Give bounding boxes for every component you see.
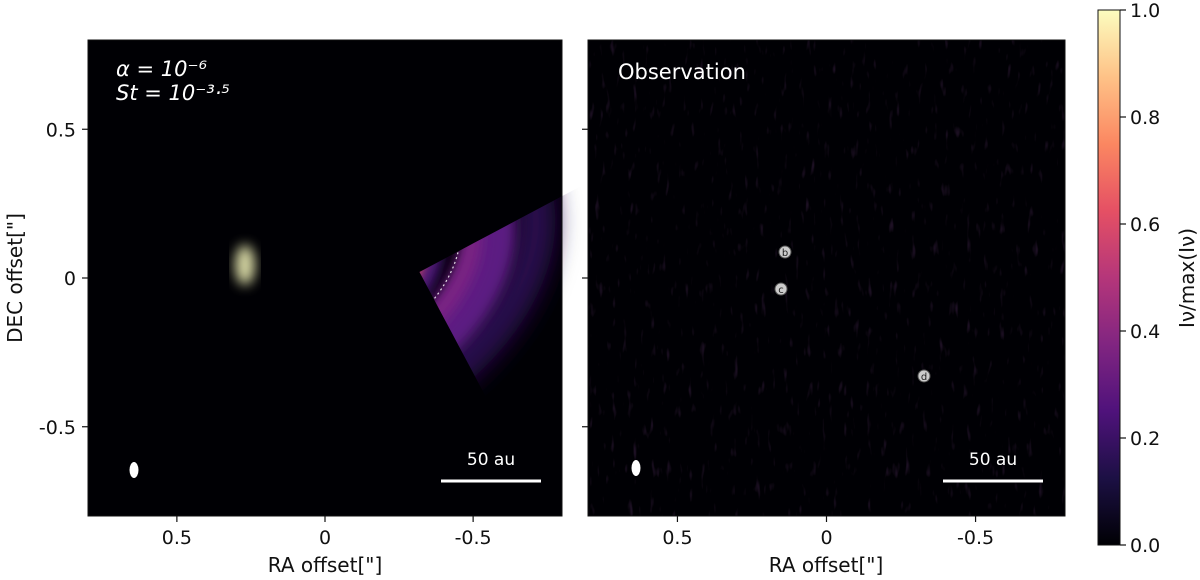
- colorbar-tick-label: 1.0: [1130, 0, 1160, 22]
- scale-bar-label: 50 au: [467, 450, 515, 470]
- colorbar: 0.0 0.2 0.4 0.6 0.8 1.0 Iν/max(Iν): [1097, 0, 1199, 557]
- observation-panel: Observation b c d 50 au: [588, 40, 1065, 516]
- x-tick-label: 0.5: [162, 527, 192, 549]
- beam-ellipse: [129, 462, 139, 478]
- obs-scale-bar-label: 50 au: [969, 450, 1017, 470]
- x-tick-label: -0.5: [957, 527, 994, 549]
- colorbar-tick-label: 0.2: [1130, 428, 1160, 450]
- y-tick-label: 0.5: [46, 119, 76, 141]
- marker-d: d: [917, 369, 931, 383]
- obs-beam-ellipse: [631, 460, 641, 476]
- model-x-axis: -0.5 0 0.5: [87, 39, 563, 549]
- y-tick-label: -0.5: [39, 417, 76, 439]
- model-st-label: St = 10⁻³·⁵: [116, 81, 230, 105]
- x-tick-label: 0.5: [662, 527, 692, 549]
- observation-y-axis-ticks: [582, 128, 588, 428]
- y-axis-label: DEC offset["]: [3, 213, 27, 343]
- observation-title: Observation: [618, 60, 746, 84]
- colorbar-gradient: [1097, 9, 1121, 546]
- marker-c-label: c: [778, 285, 784, 296]
- model-panel: α = 10⁻⁶ St = 10⁻³·⁵ 50 au: [88, 40, 562, 516]
- colorbar-tick-label: 0.4: [1130, 321, 1160, 343]
- x-tick-label: -0.5: [455, 527, 492, 549]
- model-x-axis-label: RA offset["]: [268, 553, 383, 577]
- marker-b-label: b: [782, 248, 788, 259]
- marker-d-label: d: [921, 372, 927, 383]
- x-tick-label: 0: [820, 527, 832, 549]
- colorbar-tick-label: 0.8: [1130, 107, 1160, 129]
- marker-c: c: [774, 282, 788, 296]
- x-tick-label: 0: [319, 527, 331, 549]
- observation-x-axis-label: RA offset["]: [769, 553, 884, 577]
- colorbar-tick-label: 0.0: [1130, 535, 1160, 557]
- colorbar-label: Iν/max(Iν): [1175, 228, 1199, 328]
- colorbar-tick-label: 0.6: [1130, 214, 1160, 236]
- model-alpha-label: α = 10⁻⁶: [116, 57, 207, 81]
- y-tick-label: 0: [64, 268, 76, 290]
- marker-b: b: [778, 245, 792, 259]
- model-y-axis: 0.5 0 -0.5: [39, 119, 88, 439]
- colorbar-ticks: 0.0 0.2 0.4 0.6 0.8 1.0: [1120, 0, 1160, 557]
